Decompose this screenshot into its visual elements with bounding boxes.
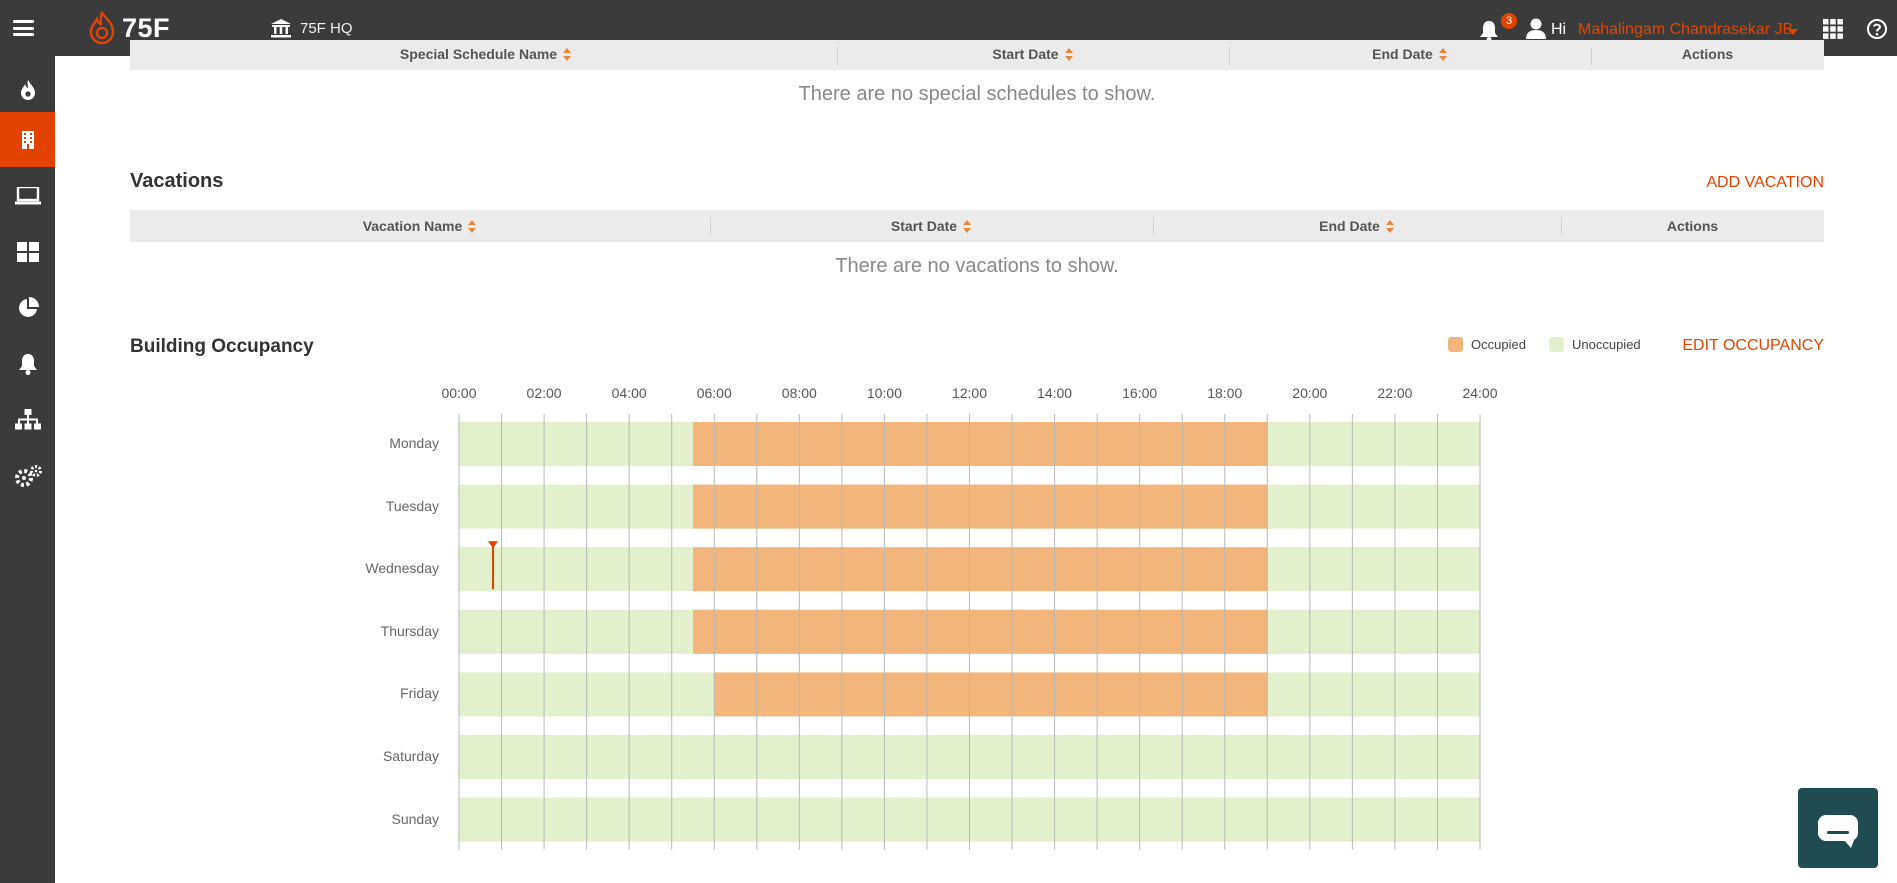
edit-occupancy-button[interactable]: EDIT OCCUPANCY: [1682, 337, 1824, 354]
grid-icon: [16, 241, 39, 262]
add-vacation-button[interactable]: ADD VACATION: [1706, 174, 1824, 191]
vacations-empty-message: There are no vacations to show.: [835, 255, 1119, 277]
chat-button[interactable]: [1798, 788, 1878, 868]
column-divider: [710, 217, 711, 235]
sort-icon[interactable]: [1438, 48, 1448, 62]
hour-tick-label: 02:00: [526, 385, 562, 401]
hour-tick-label: 08:00: [781, 385, 817, 401]
sidebar-item-devices[interactable]: [0, 168, 55, 223]
greeting: Hi: [1551, 21, 1567, 38]
vacations-table-header: Vacation Name Start Date End Date Action…: [130, 210, 1824, 242]
hour-tick-label: 22:00: [1377, 385, 1413, 401]
logo[interactable]: 75F: [88, 10, 170, 46]
hour-tick-label: 00:00: [441, 385, 477, 401]
hour-tick-label: 24:00: [1462, 385, 1498, 401]
occupied-bar[interactable]: [692, 422, 1268, 466]
gears-icon: [14, 464, 42, 487]
user-name-dropdown[interactable]: Mahalingam Chandrasekar JB: [1578, 21, 1794, 38]
building-occupancy-title: Building Occupancy: [130, 336, 314, 357]
hour-tick-label: 16:00: [1122, 385, 1158, 401]
special-schedules-table-header: Special Schedule Name Start Date End Dat…: [130, 40, 1824, 70]
current-time-marker: [488, 541, 499, 590]
sidebar-item-building[interactable]: [0, 112, 55, 167]
day-label: Friday: [400, 685, 439, 702]
column-divider: [1153, 217, 1154, 235]
column-end-date[interactable]: End Date: [1153, 210, 1561, 242]
occupied-bar[interactable]: [692, 547, 1268, 592]
legend-occupied: Occupied: [1448, 337, 1526, 352]
flame-icon: [20, 79, 35, 100]
hour-tick-label: 10:00: [866, 385, 902, 401]
sidebar-item-dashboard[interactable]: [0, 224, 55, 279]
hour-tick-label: 12:00: [951, 385, 988, 401]
column-end-date[interactable]: End Date: [1229, 38, 1591, 70]
menu-icon[interactable]: [13, 20, 34, 36]
column-actions: Actions: [1681, 46, 1734, 62]
day-label: Wednesday: [365, 560, 439, 577]
occupied-bar[interactable]: [714, 672, 1268, 717]
laptop-icon: [14, 186, 41, 204]
building-columns-icon: [271, 19, 291, 38]
sitemap-icon: [14, 408, 41, 429]
day-label: Monday: [389, 435, 439, 451]
sidebar: [0, 56, 55, 883]
chat-icon: [1818, 815, 1858, 848]
legend-swatch-unoccupied: [1549, 337, 1564, 352]
hour-tick-label: 06:00: [696, 385, 732, 401]
column-actions: Actions: [1666, 218, 1719, 234]
hour-tick-label: 18:00: [1207, 385, 1243, 401]
sidebar-item-hierarchy[interactable]: [0, 392, 55, 447]
sort-icon[interactable]: [1385, 220, 1395, 234]
sidebar-item-settings[interactable]: [0, 448, 55, 503]
user-icon[interactable]: [1526, 18, 1546, 40]
sidebar-item-analytics[interactable]: [0, 280, 55, 335]
vacations-title: Vacations: [130, 170, 224, 192]
site-name: 75F HQ: [300, 19, 353, 37]
sidebar-item-heating[interactable]: [0, 62, 55, 117]
day-label: Saturday: [382, 748, 439, 764]
sort-icon[interactable]: [468, 220, 477, 234]
sort-icon[interactable]: [963, 220, 972, 234]
building-icon: [21, 130, 34, 149]
sidebar-item-alerts[interactable]: [0, 336, 55, 391]
flame-logo-icon: [89, 11, 115, 45]
legend-swatch-occupied: [1448, 337, 1463, 352]
column-start-date[interactable]: Start Date: [710, 210, 1153, 242]
day-label: Sunday: [391, 810, 439, 827]
notifications-badge: 3: [1501, 13, 1517, 29]
pie-chart-icon: [18, 296, 39, 317]
sort-icon[interactable]: [563, 48, 572, 62]
logo-text: 75F: [122, 12, 171, 43]
occupancy-plot: [458, 414, 1481, 850]
column-divider: [837, 47, 838, 65]
hour-tick-label: 20:00: [1292, 385, 1328, 401]
occupied-bar[interactable]: [692, 484, 1268, 529]
site-selector[interactable]: 75F HQ: [270, 18, 353, 38]
column-divider: [1591, 47, 1592, 65]
day-label: Tuesday: [385, 497, 439, 514]
apps-grid-icon[interactable]: [1823, 19, 1843, 39]
chevron-down-icon[interactable]: [1788, 29, 1798, 35]
help-icon[interactable]: [1867, 19, 1887, 39]
column-start-date[interactable]: Start Date: [837, 38, 1229, 70]
column-divider: [1561, 217, 1562, 235]
hour-tick-label: 14:00: [1037, 385, 1073, 401]
hour-tick-label: 04:00: [611, 385, 647, 401]
sort-icon[interactable]: [1064, 48, 1074, 62]
special-schedules-empty-message: There are no special schedules to show.: [798, 83, 1156, 105]
column-vacation-name[interactable]: Vacation Name: [130, 210, 710, 242]
day-label: Thursday: [380, 622, 439, 639]
bell-icon: [18, 353, 37, 375]
column-divider: [1229, 47, 1230, 65]
legend-unoccupied: Unoccupied: [1549, 337, 1641, 352]
column-special-schedule-name[interactable]: Special Schedule Name: [130, 38, 842, 70]
occupied-bar[interactable]: [692, 609, 1268, 654]
